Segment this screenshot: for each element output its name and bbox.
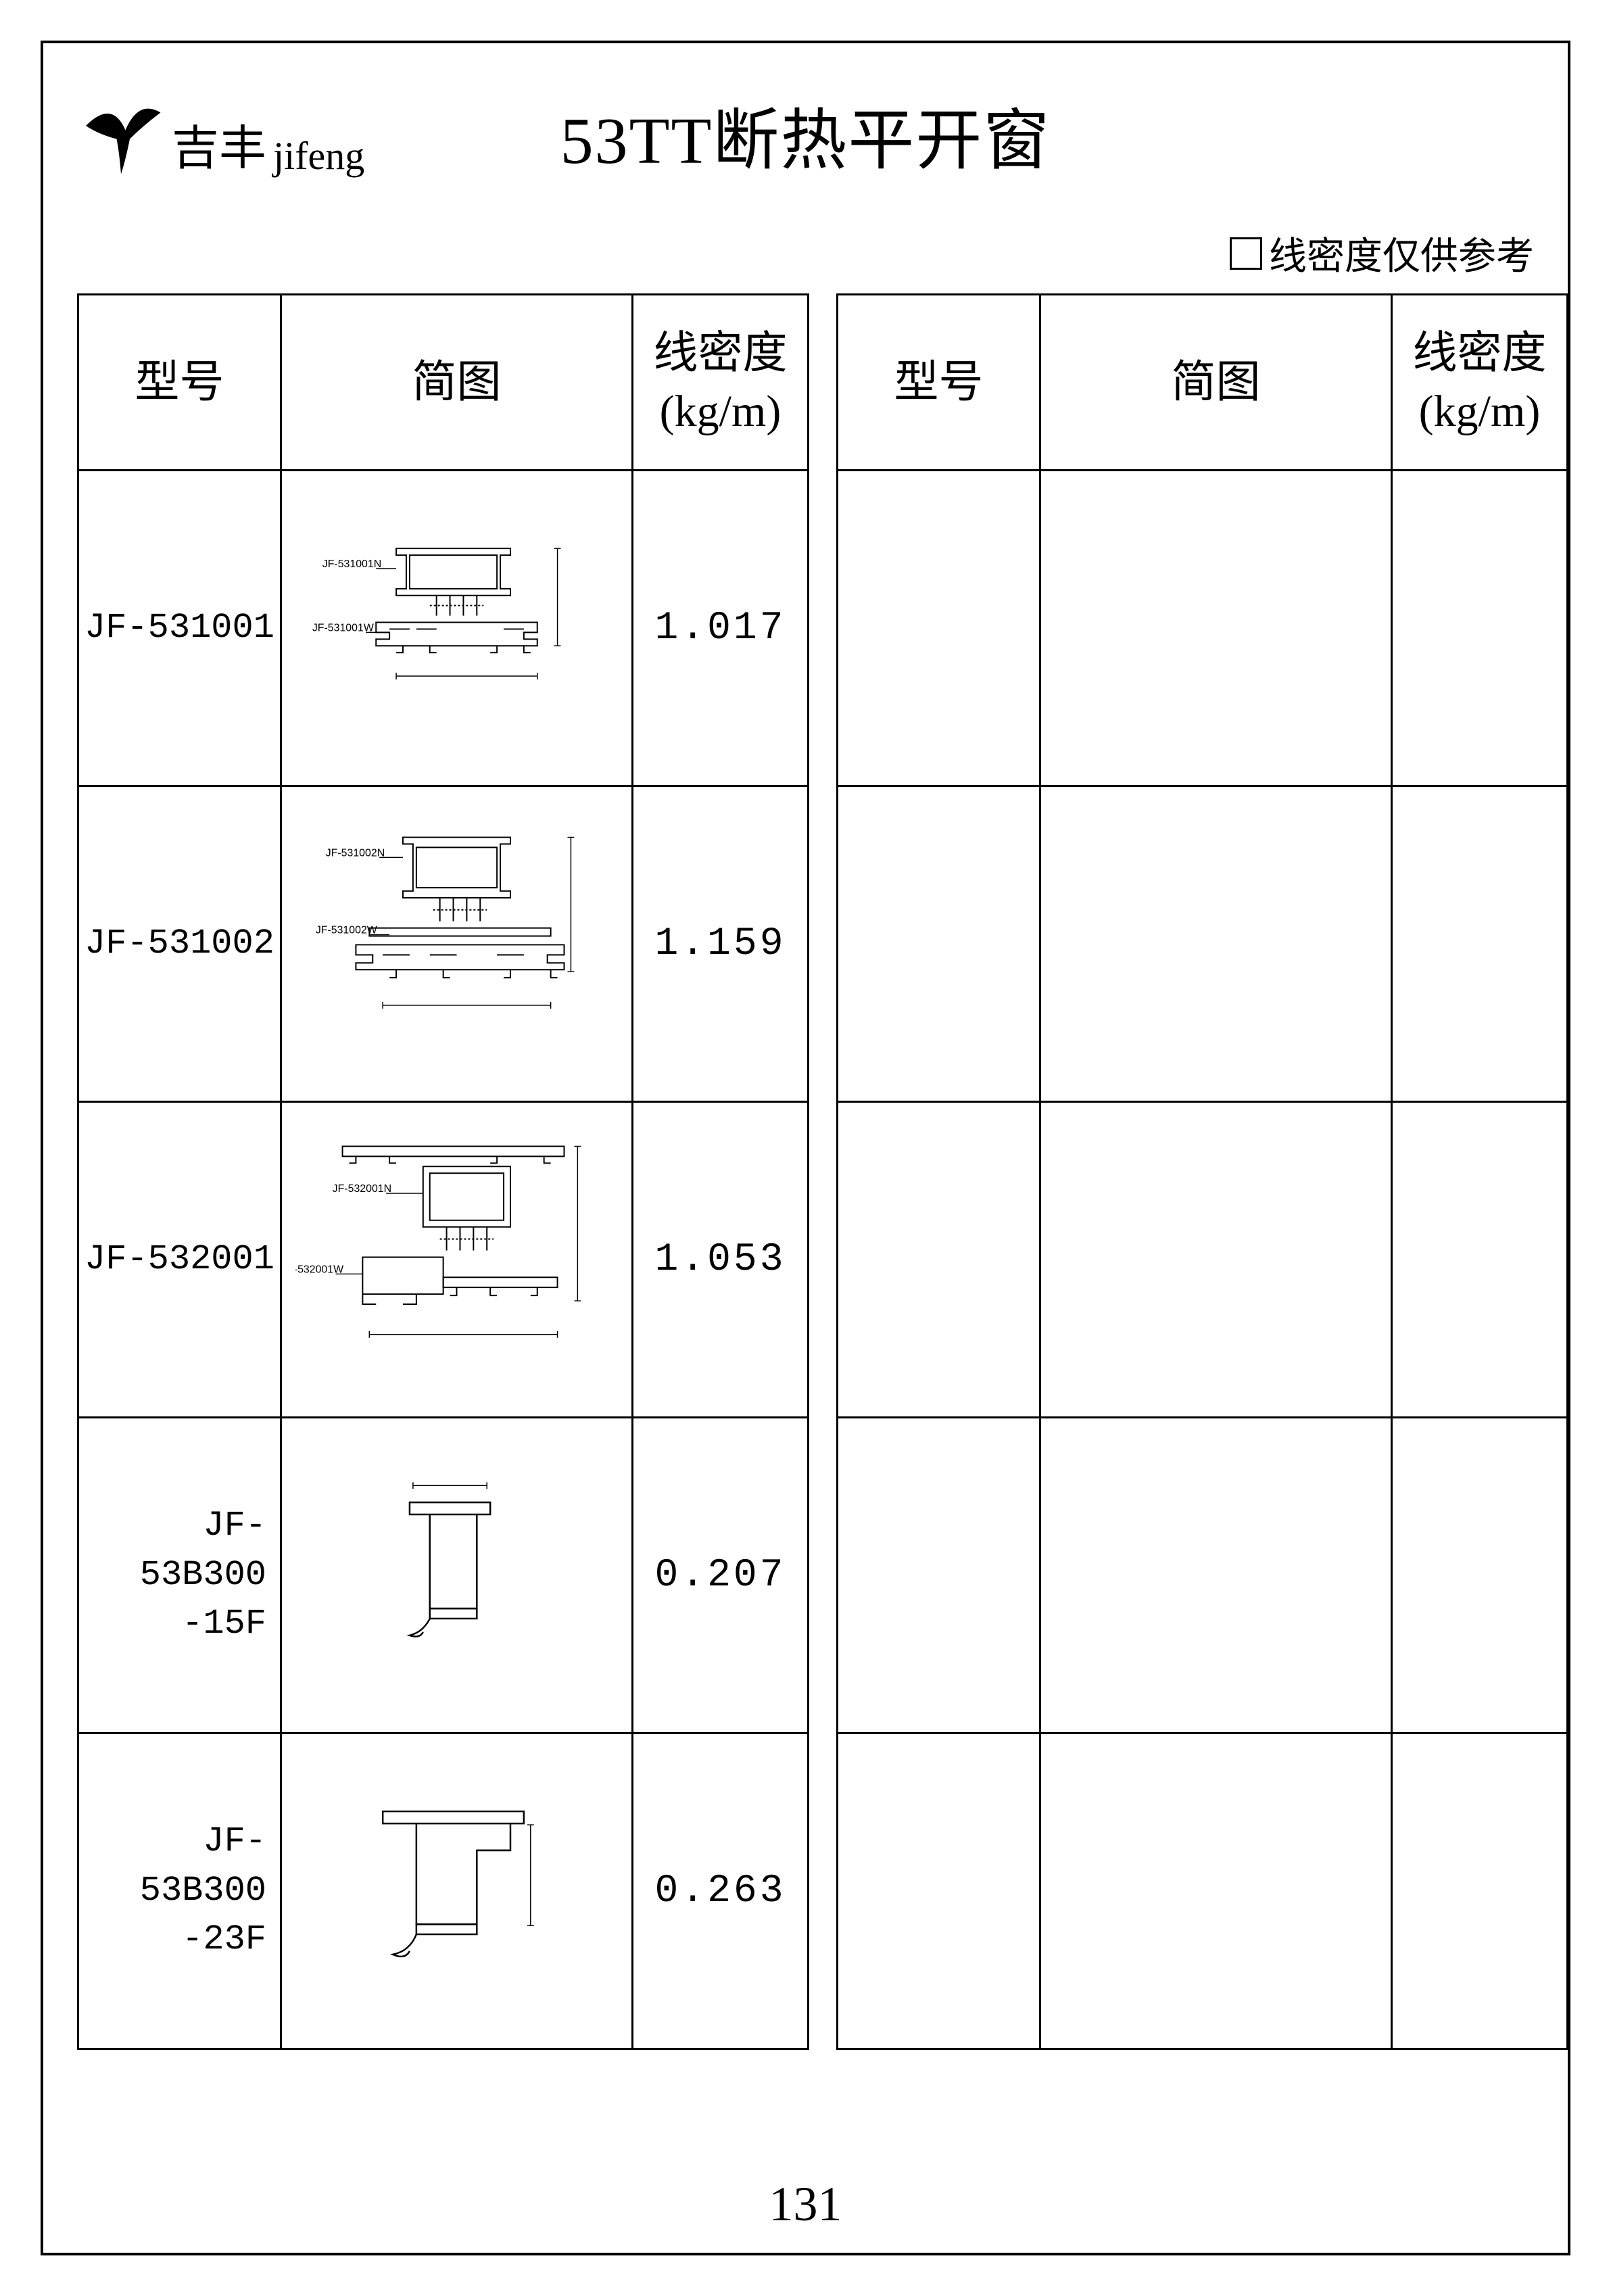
brand-en: jifeng xyxy=(273,133,364,178)
table-row xyxy=(838,1418,1568,1733)
diagram-cell xyxy=(1040,471,1392,786)
model-cell xyxy=(838,1418,1040,1733)
diagram-cell: JF-532001N JF-532001W xyxy=(281,1102,633,1418)
header: 吉丰 jifeng 53TT断热平开窗 xyxy=(77,70,1534,199)
left-table: 型号 简图 线密度 (kg/m) JF-531001 xyxy=(77,293,809,2050)
table-row: JF-53B300 -23F xyxy=(78,1733,809,2049)
model-cell: JF-531002 xyxy=(78,786,281,1102)
density-cell: 1.053 xyxy=(633,1102,809,1418)
diagram-cell xyxy=(281,1733,633,2049)
model-cell xyxy=(838,1733,1040,2049)
density-cell xyxy=(1392,471,1568,786)
diagram-label: JF-531001W xyxy=(312,622,374,633)
density-cell xyxy=(1392,786,1568,1102)
col-header-diagram: 简图 xyxy=(1040,295,1392,471)
table-row xyxy=(838,1102,1568,1418)
diagram-cell: JF-531002N JF-531002W xyxy=(281,786,633,1102)
logo-block: 吉丰 jifeng xyxy=(77,91,364,178)
page-number: 131 xyxy=(769,2176,842,2232)
table-row: JF-531001 xyxy=(78,471,809,786)
diagram-cell xyxy=(1040,1418,1392,1733)
diagram-label: JF-532001N xyxy=(333,1183,391,1195)
model-cell: JF-532001 xyxy=(78,1102,281,1418)
density-cell xyxy=(1392,1418,1568,1733)
col-header-model: 型号 xyxy=(838,295,1040,471)
density-cell: 1.159 xyxy=(633,786,809,1102)
diagram-cell xyxy=(1040,1102,1392,1418)
density-cell xyxy=(1392,1102,1568,1418)
profile-diagram: JF-531002N JF-531002W xyxy=(295,800,618,1076)
diagram-cell xyxy=(281,1418,633,1733)
checkbox-icon xyxy=(1230,237,1262,270)
density-cell xyxy=(1392,1733,1568,2049)
model-cell: JF-53B300 -15F xyxy=(78,1418,281,1733)
profile-diagram: JF-531001N JF-531001W xyxy=(295,485,618,760)
profile-diagram: JF-532001N JF-532001W xyxy=(295,1116,618,1391)
brand-cn: 吉丰 xyxy=(172,110,266,178)
model-cell xyxy=(838,1102,1040,1418)
profile-diagram xyxy=(295,1748,618,2023)
table-row xyxy=(838,786,1568,1102)
tables-container: 型号 简图 线密度 (kg/m) JF-531001 xyxy=(77,293,1534,2050)
table-header-row: 型号 简图 线密度 (kg/m) xyxy=(838,295,1568,471)
density-cell: 1.017 xyxy=(633,471,809,786)
table-row: JF-53B300 -15F xyxy=(78,1418,809,1733)
model-cell: JF-53B300 -23F xyxy=(78,1733,281,2049)
diagram-label: JF-531002W xyxy=(316,925,377,936)
diagram-cell xyxy=(1040,1733,1392,2049)
right-table: 型号 简图 线密度 (kg/m) xyxy=(836,293,1568,2050)
page: 吉丰 jifeng 53TT断热平开窗 线密度仅供参考 型号 简图 线密度 (k… xyxy=(0,0,1611,2296)
model-cell xyxy=(838,471,1040,786)
col-header-density: 线密度 (kg/m) xyxy=(633,295,809,471)
note-text: 线密度仅供参考 xyxy=(1269,226,1534,281)
col-header-density: 线密度 (kg/m) xyxy=(1392,295,1568,471)
table-row: JF-531002 xyxy=(78,786,809,1102)
model-cell xyxy=(838,786,1040,1102)
logo-icon xyxy=(77,91,165,178)
model-cell: JF-531001 xyxy=(78,471,281,786)
table-row xyxy=(838,1733,1568,2049)
diagram-label: JF-532001W xyxy=(295,1264,343,1275)
col-header-diagram: 简图 xyxy=(281,295,633,471)
diagram-cell xyxy=(1040,786,1392,1102)
diagram-label: JF-531002N xyxy=(326,847,385,859)
density-cell: 0.263 xyxy=(633,1733,809,2049)
col-header-model: 型号 xyxy=(78,295,281,471)
density-note: 线密度仅供参考 xyxy=(1230,226,1534,281)
diagram-cell: JF-531001N JF-531001W xyxy=(281,471,633,786)
table-header-row: 型号 简图 线密度 (kg/m) xyxy=(78,295,809,471)
profile-diagram xyxy=(295,1432,618,1707)
page-title: 53TT断热平开窗 xyxy=(560,87,1051,183)
table-row: JF-532001 xyxy=(78,1102,809,1418)
density-cell: 0.207 xyxy=(633,1418,809,1733)
outer-frame: 吉丰 jifeng 53TT断热平开窗 线密度仅供参考 型号 简图 线密度 (k… xyxy=(41,41,1570,2255)
diagram-label: JF-531001N xyxy=(322,558,381,570)
table-row xyxy=(838,471,1568,786)
